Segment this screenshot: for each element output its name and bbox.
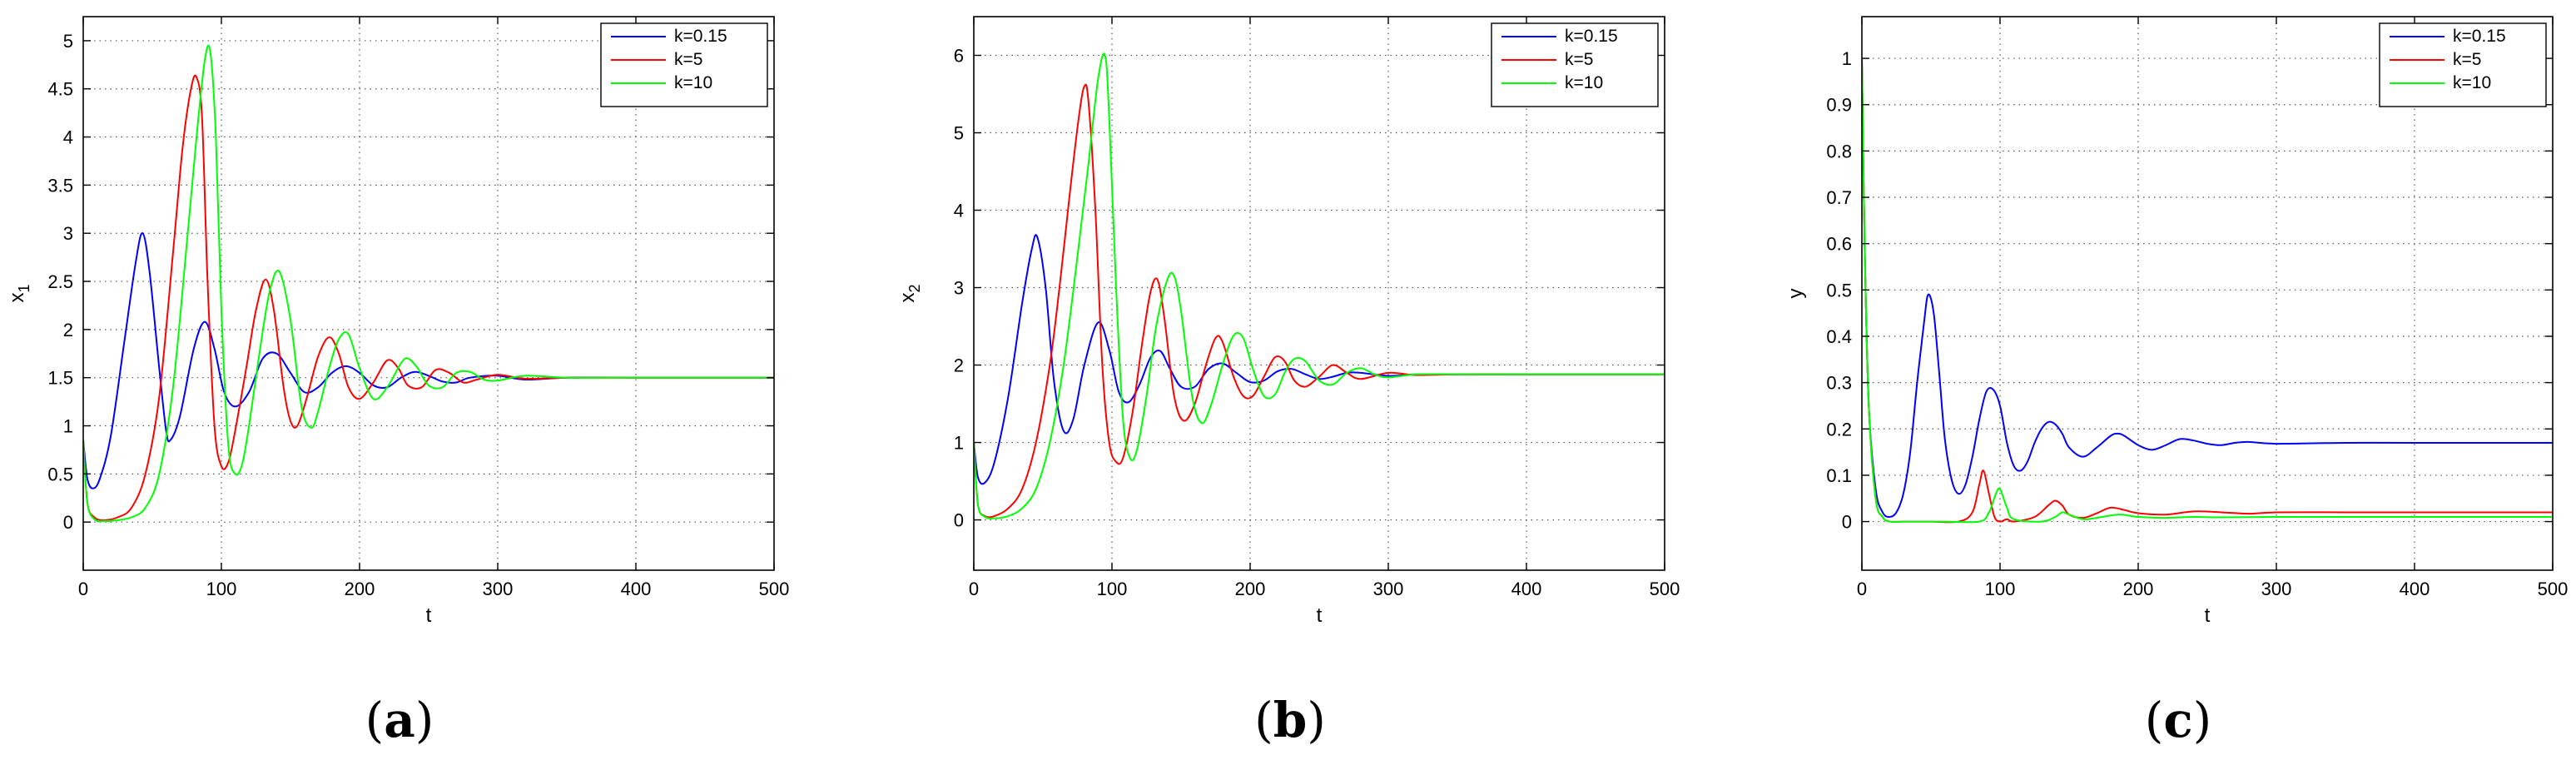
plot-frame (973, 16, 1665, 571)
series-line-k-0-15 (83, 232, 774, 489)
legend-entry: k=10 (674, 73, 712, 92)
y-tick-label: 0.5 (1826, 280, 1852, 301)
y-tick-label: 3 (63, 223, 73, 244)
y-tick-label: 1.5 (47, 368, 73, 389)
y-tick-label: 4 (954, 201, 964, 221)
series-line-k-5 (974, 83, 1665, 519)
series-line-k-10 (1862, 58, 2553, 524)
legend: k=0.15 k=5 k=10 (1491, 22, 1659, 107)
legend-entry: k=5 (2453, 50, 2481, 69)
series-group (974, 52, 1665, 519)
y-tick-label: 2.5 (47, 271, 73, 292)
x-tick-label: 200 (2123, 579, 2154, 599)
x-tick-label: 500 (1650, 579, 1680, 599)
y-tick-label: 0.1 (1826, 465, 1852, 486)
x-tick-label: 100 (206, 579, 237, 599)
y-tick-label: 0 (63, 512, 73, 533)
plot-area (1862, 17, 2553, 570)
y-tick-label: 4.5 (47, 79, 73, 100)
series-line-k-0-15 (1862, 58, 2553, 519)
panel-label: (a) (365, 692, 434, 748)
legend-entry: k=10 (2453, 73, 2491, 92)
x-tick-label: 200 (1235, 579, 1266, 599)
y-axis-label: x2 (896, 284, 923, 302)
y-tick-label: 5 (63, 31, 73, 52)
x-tick-label: 300 (2261, 579, 2292, 599)
y-axis-label: y (1784, 289, 1807, 299)
x-tick-label: 400 (621, 579, 652, 599)
x-tick-label: 200 (345, 579, 375, 599)
legend-entry: k=5 (1565, 50, 1593, 69)
y-tick-label: 0.4 (1826, 326, 1852, 347)
legend-entry: k=5 (674, 50, 702, 69)
chart-panel-b: 0 100 200 300 400 500 0 1 2 3 4 5 6 t x2 k=0.15 k=5 k=10 (… (896, 16, 1680, 748)
x-axis-label: t (1317, 604, 1323, 627)
x-tick-label: 100 (1985, 579, 2016, 599)
x-tick-label: 400 (2400, 579, 2430, 599)
legend-entry: k=0.15 (674, 27, 727, 46)
chart-panel-c: 0 100 200 300 400 500 0 0.1 0.2 0.3 0.4 0.5 0.6 0.7 0.… (1784, 16, 2569, 748)
x-tick-label: 400 (1511, 579, 1542, 599)
series-line-k-5 (83, 74, 774, 521)
y-tick-label: 0.9 (1826, 95, 1852, 116)
plot-frame (82, 16, 775, 571)
legend-entry: k=0.15 (2453, 27, 2506, 46)
y-tick-label: 0.7 (1826, 187, 1852, 208)
x-axis-label: t (426, 604, 432, 627)
y-tick-label: 4 (63, 127, 73, 148)
x-tick-label: 300 (1373, 579, 1404, 599)
y-tick-label: 0.8 (1826, 141, 1852, 161)
series-line-k-0-15 (974, 234, 1665, 485)
y-tick-label: 0.5 (47, 464, 73, 484)
chart-panel-a: 0 100 200 300 400 500 0 0.5 1 1.5 2 2.5 3 3.5 4 4.5 5 t x1… (6, 16, 790, 748)
y-tick-label: 0 (1842, 512, 1852, 533)
legend-entry: k=0.15 (1565, 27, 1618, 46)
x-tick-label: 0 (78, 579, 88, 599)
y-tick-label: 6 (954, 46, 964, 67)
y-tick-label: 0.2 (1826, 419, 1852, 440)
panel-label: (c) (2145, 692, 2212, 748)
legend: k=0.15 k=5 k=10 (600, 22, 768, 107)
y-tick-label: 2 (63, 320, 73, 340)
panel-label: (b) (1254, 692, 1326, 748)
y-tick-label: 1 (1842, 48, 1852, 69)
series-line-k-10 (974, 52, 1665, 519)
x-tick-label: 500 (2538, 579, 2569, 599)
x-tick-label: 500 (759, 579, 790, 599)
x-tick-label: 0 (969, 579, 979, 599)
series-line-k-10 (83, 44, 774, 523)
x-tick-label: 300 (483, 579, 514, 599)
y-tick-label: 5 (954, 123, 964, 144)
y-axis-label: x1 (6, 284, 32, 302)
plot-area (83, 17, 774, 570)
y-tick-label: 1 (63, 416, 73, 437)
y-tick-label: 3.5 (47, 175, 73, 196)
x-tick-label: 0 (1857, 579, 1867, 599)
y-tick-label: 2 (954, 355, 964, 376)
legend-entry: k=10 (1565, 73, 1603, 92)
x-tick-label: 100 (1097, 579, 1128, 599)
y-tick-label: 3 (954, 278, 964, 299)
y-tick-label: 1 (954, 433, 964, 454)
plot-frame (1861, 16, 2554, 571)
y-tick-label: 0 (954, 510, 964, 531)
x-axis-label: t (2205, 604, 2211, 627)
series-group (1862, 58, 2553, 524)
y-tick-label: 0.6 (1826, 234, 1852, 255)
y-tick-label: 0.3 (1826, 373, 1852, 394)
legend: k=0.15 k=5 k=10 (2379, 22, 2547, 107)
series-group (83, 44, 774, 523)
